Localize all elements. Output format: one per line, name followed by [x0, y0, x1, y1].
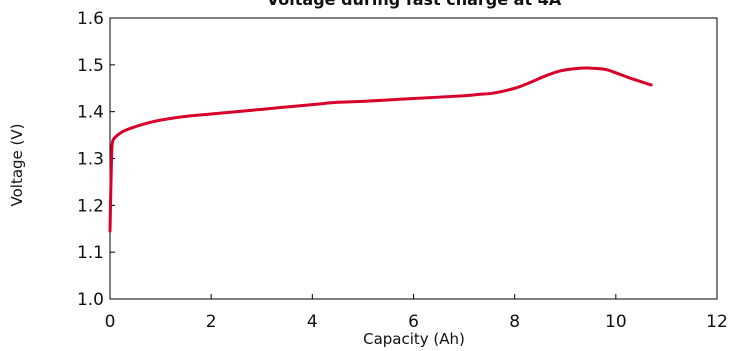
x-axis-title: Capacity (Ah) [363, 330, 465, 348]
y-tick-label: 1.3 [77, 150, 104, 170]
plot-area-frame [109, 17, 718, 300]
x-tick-label: 0 [105, 312, 116, 332]
x-tick-label: 2 [206, 312, 217, 332]
x-tick-label: 8 [509, 312, 520, 332]
axis-ticks [109, 17, 718, 300]
x-tick-label: 12 [706, 312, 728, 332]
x-tick-label: 6 [408, 312, 419, 332]
y-tick-label: 1.0 [77, 290, 104, 310]
x-tick-label: 4 [307, 312, 318, 332]
y-tick-label: 1.5 [77, 56, 104, 76]
y-axis-title: Voltage (V) [8, 124, 26, 207]
y-tick-label: 1.1 [77, 243, 104, 263]
voltage-series-line [108, 66, 653, 233]
y-tick-label: 1.6 [77, 9, 104, 29]
x-tick-label: 10 [605, 312, 627, 332]
chart-title: Voltage during fast charge at 4A [267, 0, 562, 9]
tick-labels: 0 2 4 6 8 10 12 1.0 1.1 1.2 1.3 1.4 1.5 1.6 [77, 9, 728, 332]
y-tick-label: 1.4 [77, 103, 104, 123]
y-tick-label: 1.2 [77, 196, 104, 216]
